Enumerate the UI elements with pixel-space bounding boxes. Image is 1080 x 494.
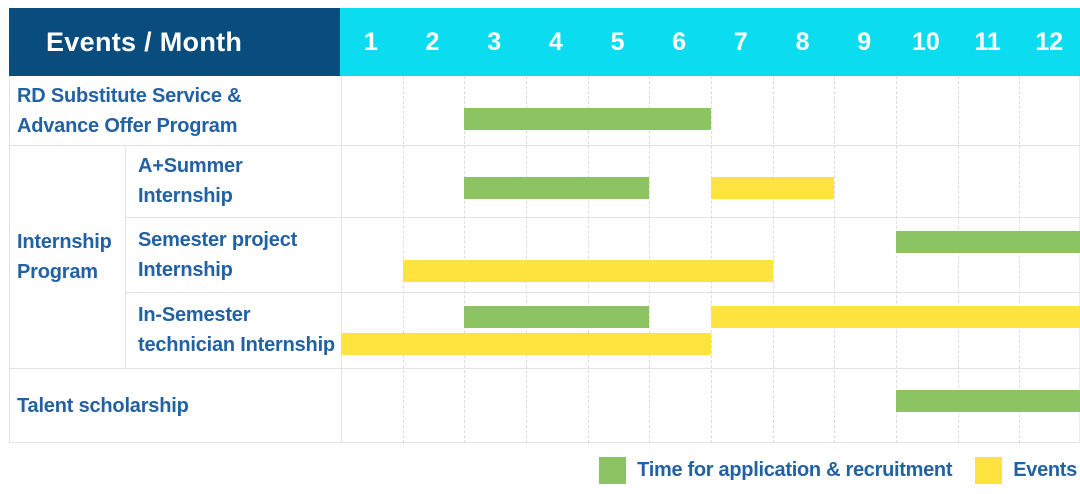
gantt-bar-event-m7-m12 (711, 306, 1080, 328)
month-header-5: 5 (610, 27, 625, 56)
row-label-4: In-Semester technician Internship (125, 292, 341, 368)
label-line: Advance Offer Program (17, 114, 238, 137)
legend-swatch-yellow (975, 457, 1003, 484)
month-header-12: 12 (1035, 27, 1064, 56)
month-gridline (957, 76, 959, 443)
month-header-4: 4 (548, 27, 563, 56)
gantt-bar-event-m2-m7 (402, 260, 773, 282)
legend-item-application: Time for application & recruitment (599, 457, 953, 484)
month-gridline (834, 76, 836, 443)
row-separator (10, 368, 1080, 369)
gantt-bar-application-m3-m5 (464, 177, 650, 199)
gantt-bar-application-m3-m5 (464, 306, 650, 328)
table-body: Internship Program RD Substitute Service &… (9, 76, 1080, 443)
month-header-7: 7 (733, 27, 748, 56)
label-line: A+Summer (138, 155, 243, 177)
month-gridline (1019, 76, 1021, 443)
gantt-bar-application-m10-m12 (896, 231, 1080, 253)
month-gridline (526, 76, 527, 443)
gantt-bar-application-m3-m6 (464, 108, 711, 130)
legend-label-application: Time for application & recruitment (637, 459, 953, 481)
row-separator (125, 217, 1080, 218)
label-grid-divider (341, 76, 342, 443)
month-gridline (464, 76, 466, 443)
table-header: Events / Month 1 2 3 4 5 6 7 8 9 10 11 12 (9, 8, 1080, 76)
month-gridline (896, 76, 897, 443)
legend-label-events: Events (1013, 459, 1077, 481)
row-label-3: Semester project Internship (125, 217, 341, 292)
group-sublabel-divider (125, 145, 126, 368)
month-gridline (772, 76, 774, 443)
schedule-table: Events / Month 1 2 3 4 5 6 7 8 9 10 11 12 Internshi… (9, 8, 1080, 443)
month-header-8: 8 (795, 27, 810, 56)
gantt-bar-application-m10-m12 (896, 390, 1080, 412)
month-header-1: 1 (363, 27, 378, 56)
label-line: RD Substitute Service & (17, 84, 242, 107)
group-label-internship-program: Internship Program (10, 145, 125, 368)
month-header-2: 2 (425, 27, 440, 56)
gantt-bar-event-m1-m6 (341, 333, 711, 355)
label-line: Internship (138, 258, 233, 281)
row-separator (10, 145, 1080, 146)
row-label-2: A+Summer Internship (125, 145, 341, 217)
row-label-1: RD Substitute Service & Advance Offer Pro… (10, 76, 341, 145)
month-header-6: 6 (672, 27, 687, 56)
label-line: Internship (138, 185, 233, 207)
label-line: technician Internship (138, 334, 335, 356)
month-header-9: 9 (857, 27, 872, 56)
month-header-10: 10 (911, 27, 940, 56)
header-title-cell: Events / Month (9, 8, 340, 76)
month-gridline (402, 76, 404, 443)
label-line: Internship (17, 230, 112, 253)
month-gridline (649, 76, 651, 443)
label-line: Semester project (138, 228, 298, 251)
label-line: Talent scholarship (17, 394, 189, 417)
label-line: In-Semester (138, 304, 251, 326)
month-gridline (711, 76, 712, 443)
month-header-11: 11 (974, 27, 1001, 56)
header-months: 1 2 3 4 5 6 7 8 9 10 11 12 (340, 8, 1080, 76)
legend-item-events: Events (975, 457, 1077, 484)
legend-swatch-green (599, 457, 627, 484)
month-gridline (587, 76, 589, 443)
gantt-bar-event-m7-m8 (711, 177, 835, 199)
label-line: Program (17, 260, 98, 283)
row-label-5: Talent scholarship (10, 368, 341, 443)
month-header-3: 3 (487, 27, 502, 56)
legend: Time for application & recruitment Event… (599, 457, 1077, 484)
row-separator (125, 292, 1080, 293)
